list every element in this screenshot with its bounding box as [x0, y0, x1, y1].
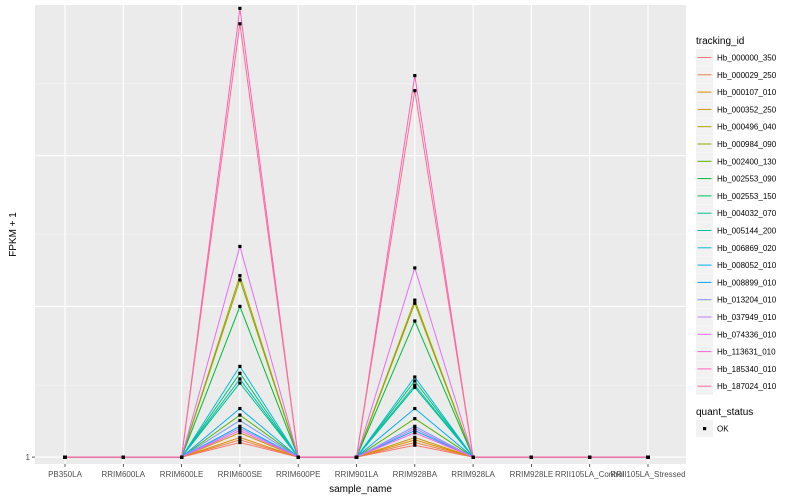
legend-title: quant_status	[696, 407, 753, 418]
x-tick-label: RRII105LA_Stressed	[610, 470, 685, 479]
x-tick-label: RRIM600PE	[276, 470, 320, 479]
x-axis-title: sample_name	[329, 484, 392, 495]
legend-label: Hb_002553_150	[717, 192, 777, 201]
data-point	[238, 377, 242, 381]
data-point	[238, 406, 242, 411]
data-point	[413, 438, 417, 442]
x-tick-label: RRIM928LE	[510, 470, 554, 479]
x-tick-label: RRIM901LA	[335, 470, 379, 479]
data-point	[413, 266, 417, 270]
data-point	[413, 431, 417, 435]
data-point	[413, 428, 417, 433]
data-point	[238, 418, 242, 423]
legend-label: Hb_000029_250	[717, 71, 777, 80]
data-point	[238, 438, 242, 442]
data-point	[121, 455, 125, 459]
data-point	[529, 455, 533, 459]
data-point	[63, 455, 67, 459]
data-point	[413, 443, 417, 447]
legend-title: tracking_id	[696, 36, 744, 47]
legend-label: Hb_004032_070	[717, 209, 777, 218]
data-point	[238, 364, 242, 368]
legend-label: Hb_006869_020	[717, 244, 777, 253]
legend-quant-status: quant_status OK	[696, 407, 753, 437]
legend-label: Hb_185340_010	[717, 365, 777, 374]
data-point	[238, 431, 242, 435]
data-point	[238, 304, 242, 309]
data-point	[413, 417, 417, 421]
x-axis-ticks: PB350LA RRIM600LA RRIM600LE RRIM600SE RRIM60…	[48, 464, 686, 479]
data-point	[238, 381, 242, 385]
y-axis-ticks: 1	[26, 453, 35, 462]
x-tick-label: RRIM600LA	[102, 470, 146, 479]
data-point	[413, 440, 417, 445]
legend-label: Hb_008052_010	[717, 261, 777, 270]
y-tick-label: 1	[26, 453, 31, 462]
data-point	[413, 385, 417, 390]
x-tick-label: RRIM928BA	[393, 470, 438, 479]
data-point	[413, 406, 417, 411]
data-point	[238, 413, 242, 417]
data-point	[413, 301, 417, 305]
legend-label: Hb_000496_040	[717, 123, 777, 132]
legend-label: Hb_000984_090	[717, 140, 777, 149]
data-point	[413, 379, 417, 383]
legend-label: Hb_005144_200	[717, 227, 777, 236]
data-point	[180, 455, 184, 459]
legend-label: Hb_000107_010	[717, 88, 777, 97]
legend-label: Hb_113631_010	[717, 348, 776, 357]
x-tick-label: RRII105LA_Control	[555, 470, 625, 479]
data-point	[413, 89, 417, 93]
data-point	[413, 435, 417, 440]
legend-label: Hb_013204_010	[717, 296, 777, 305]
data-point	[238, 428, 242, 433]
y-axis-title: FPKM + 1	[8, 212, 19, 257]
data-point	[238, 426, 242, 431]
data-point	[238, 435, 242, 440]
legend-label: Hb_008899_010	[717, 278, 777, 287]
data-point	[238, 278, 242, 282]
legend-key-point	[703, 427, 707, 431]
legend-label: Hb_002400_130	[717, 157, 777, 166]
data-point	[646, 455, 650, 459]
legend-label: OK	[717, 425, 729, 434]
data-point	[471, 455, 475, 459]
plot-panel	[35, 5, 686, 464]
legend-label: Hb_037949_010	[717, 313, 777, 322]
data-point	[413, 375, 417, 379]
legend-label: Hb_074336_010	[717, 330, 777, 339]
legend-label: Hb_000352_250	[717, 105, 777, 114]
legend-label: Hb_002553_090	[717, 175, 777, 184]
data-point	[238, 274, 242, 278]
data-point	[238, 440, 242, 445]
data-point	[238, 424, 242, 428]
data-point	[413, 298, 417, 302]
data-point	[588, 455, 592, 459]
data-point	[354, 455, 359, 459]
legend-tracking-id: tracking_id Hb_000000_350 Hb_000029_250 Hb_…	[696, 36, 777, 395]
data-point	[296, 455, 300, 459]
x-tick-label: RRIM928LA	[451, 470, 495, 479]
data-point	[238, 244, 242, 249]
data-point	[413, 426, 417, 431]
data-point	[413, 319, 417, 323]
data-point	[413, 74, 417, 78]
x-tick-label: RRIM600SE	[218, 470, 262, 479]
x-tick-label: RRIM600LE	[160, 470, 204, 479]
data-point	[238, 371, 242, 375]
data-point	[413, 383, 417, 387]
x-tick-label: PB350LA	[48, 470, 82, 479]
data-point	[238, 22, 242, 26]
legend-label: Hb_000000_350	[717, 54, 777, 63]
data-point	[413, 424, 417, 428]
data-point	[238, 6, 242, 10]
legend-label: Hb_187024_010	[717, 382, 777, 391]
